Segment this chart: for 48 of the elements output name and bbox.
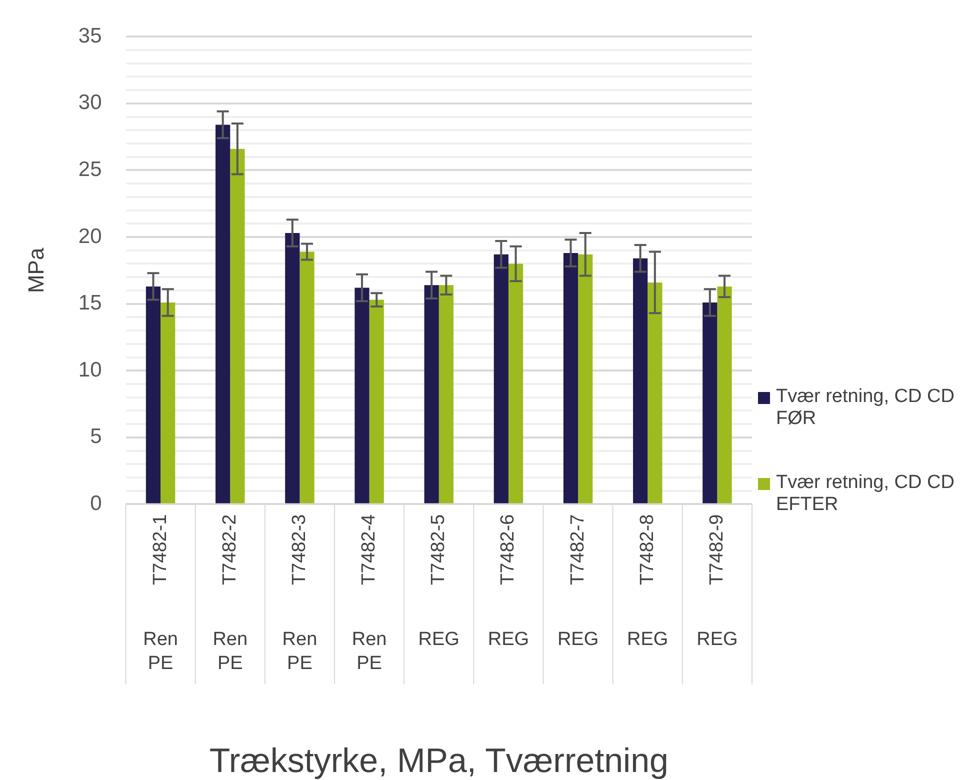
x-tick-label: T7482-9 (706, 514, 728, 586)
x-tick-label: T7482-8 (636, 514, 658, 586)
y-tick-label: 0 (90, 492, 102, 516)
bar (146, 286, 161, 504)
bar (717, 286, 732, 504)
text: Ren PE (352, 629, 387, 674)
bar (563, 253, 578, 504)
y-tick-label: 30 (78, 91, 102, 114)
x-tick-label: T7482-1 (150, 514, 171, 586)
legend-label: Tvær retning, CD CD EFTER (776, 472, 956, 516)
bar (702, 302, 718, 504)
x-tick-label: T7482-4 (358, 514, 380, 586)
bar (438, 285, 454, 504)
bar (633, 258, 648, 504)
y-tick-label: 5 (90, 425, 102, 448)
text: Ren PE (143, 629, 178, 674)
bar (160, 302, 176, 504)
text: REG (488, 629, 530, 650)
bar (369, 300, 384, 504)
text: REG (418, 629, 460, 650)
y-tick-label: 10 (78, 358, 102, 382)
bar (300, 252, 314, 504)
y-tick-label: 20 (78, 224, 102, 248)
x-tick-label: T7482-7 (567, 514, 588, 586)
bar (285, 233, 300, 504)
bar (494, 254, 508, 504)
y-tick-label: 25 (78, 158, 102, 182)
y-tick-label: 15 (78, 292, 102, 315)
text: Ren PE (282, 629, 318, 674)
text: REG (627, 629, 668, 650)
bar (216, 124, 230, 504)
bar (230, 148, 245, 504)
x-tick-label: T7482-6 (498, 514, 519, 586)
x-tick-label: T7482-5 (428, 514, 450, 586)
text: REG (696, 629, 738, 650)
y-axis-title: MPa (23, 247, 48, 294)
x-tick-label: T7482-2 (219, 514, 240, 586)
bar (508, 264, 524, 504)
bar (578, 254, 593, 504)
bar (354, 288, 370, 504)
text: Ren PE (212, 629, 248, 674)
y-tick-label: 35 (78, 24, 102, 48)
bar (648, 282, 662, 504)
text: REG (557, 629, 599, 650)
x-axis-title: Trækstyrke, MPa, Tværretning (209, 742, 668, 780)
legend-label: Tvær retning, CD CD FØR (776, 386, 956, 430)
x-tick-label: T7482-3 (288, 514, 310, 586)
bar (424, 285, 439, 504)
